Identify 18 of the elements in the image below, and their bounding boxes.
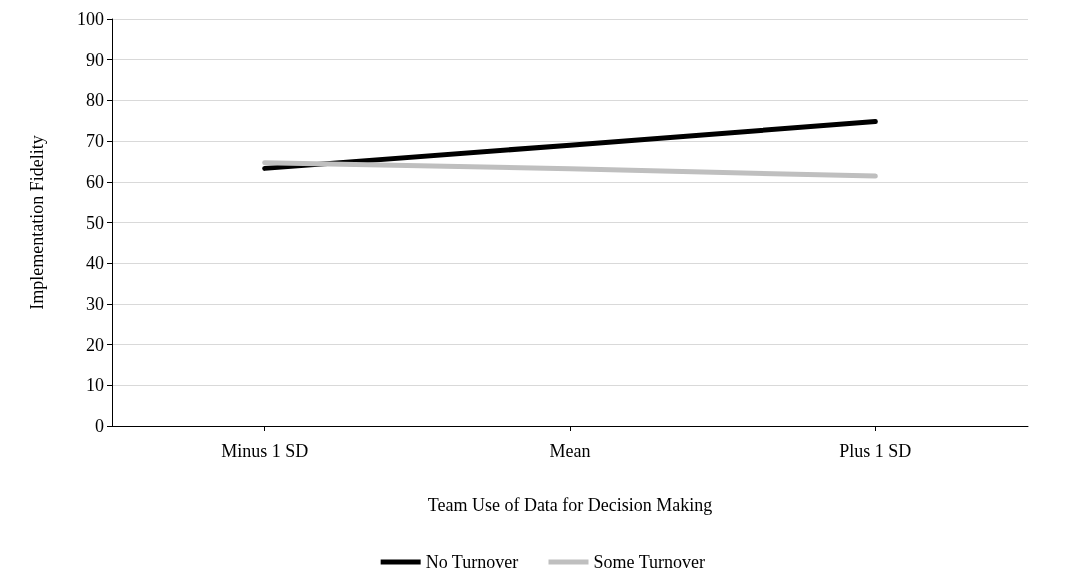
- y-tick-label: 80: [86, 90, 104, 111]
- y-tick-label: 70: [86, 131, 104, 152]
- x-tick-label: Mean: [549, 441, 591, 461]
- y-tick-label: 40: [86, 253, 104, 274]
- y-axis-title: Implementation Fidelity: [27, 135, 47, 310]
- y-tick-label: 0: [95, 416, 104, 436]
- y-tick-label: 50: [86, 212, 104, 233]
- y-tick-label: 30: [86, 293, 104, 314]
- y-tick-label: 60: [86, 171, 104, 192]
- x-axis-title: Team Use of Data for Decision Making: [427, 495, 713, 515]
- y-tick-label: 10: [86, 375, 104, 396]
- y-tick-label: 20: [86, 334, 104, 355]
- y-tick-label: 90: [86, 49, 104, 70]
- x-tick-label: Minus 1 SD: [221, 441, 309, 461]
- x-tick-label: Plus 1 SD: [839, 441, 912, 461]
- y-tick-label: 100: [77, 9, 104, 29]
- legend-label: Some Turnover: [593, 552, 706, 572]
- legend-label: No Turnover: [425, 552, 519, 572]
